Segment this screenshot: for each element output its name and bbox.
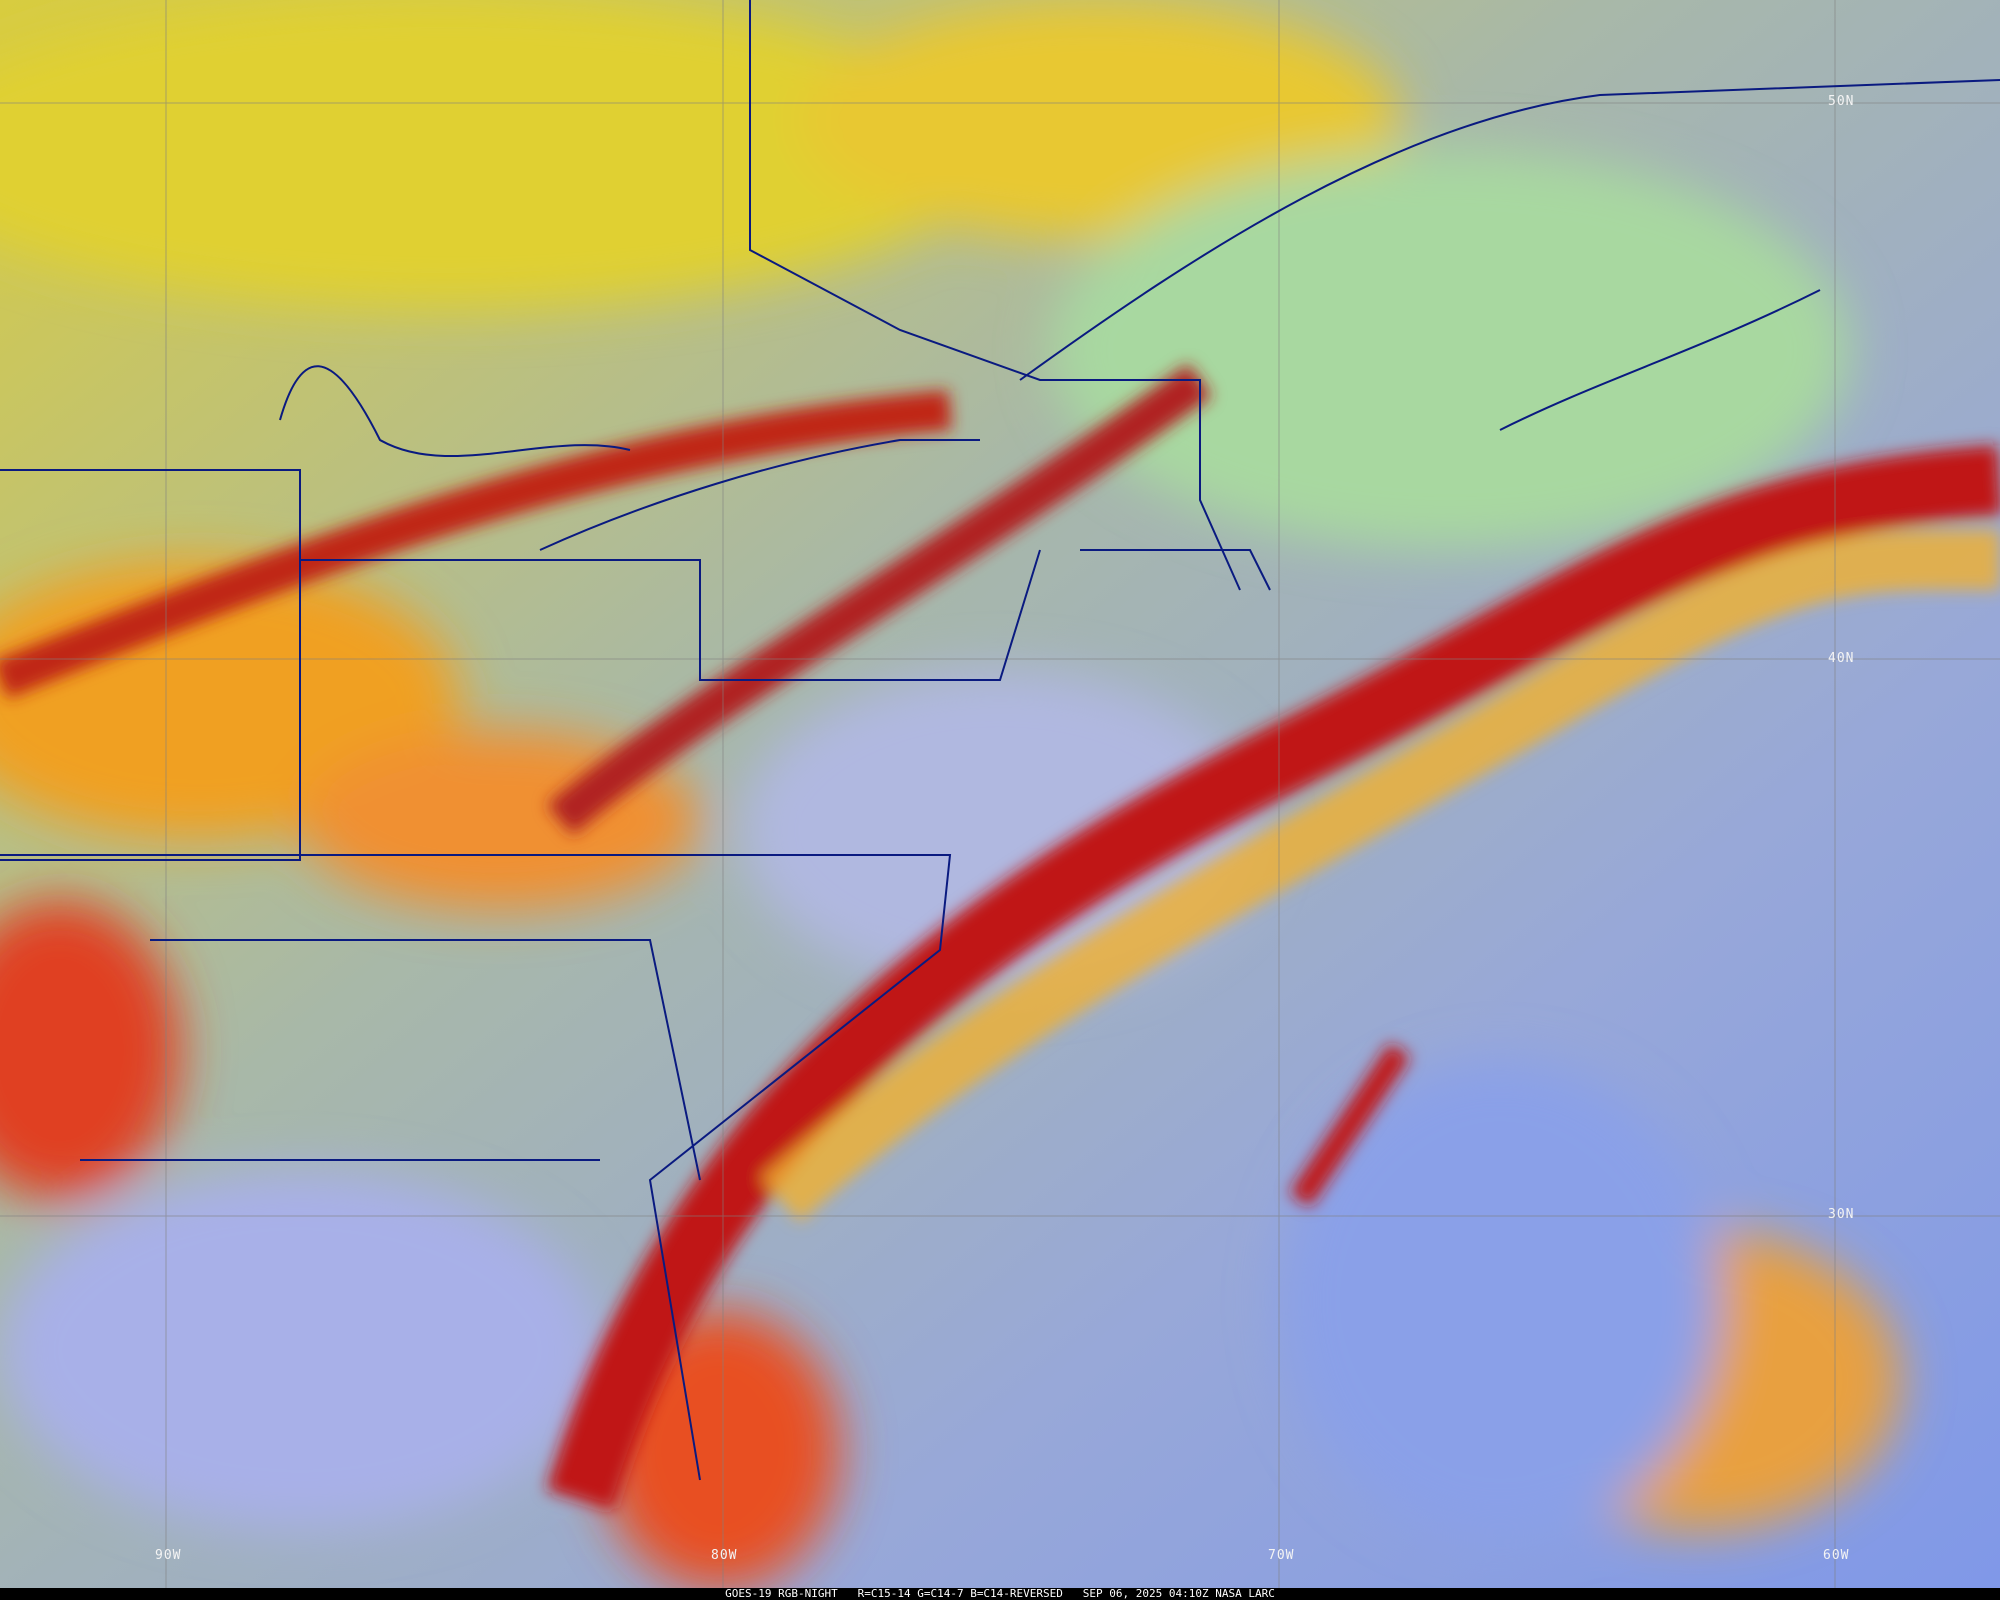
lat-label-40n: 40N: [1828, 651, 1855, 666]
lat-label-50n: 50N: [1828, 94, 1855, 109]
frontal-cloud-bands: [0, 363, 2000, 1511]
lon-label-60w: 60W: [1823, 1548, 1850, 1563]
lon-label-80w: 80W: [711, 1548, 738, 1563]
image-caption-bar: GOES-19 RGB-NIGHT R=C15-14 G=C14-7 B=C14…: [0, 1588, 2000, 1600]
lon-label-70w: 70W: [1268, 1548, 1295, 1563]
lon-label-90w: 90W: [155, 1548, 182, 1563]
lat-label-30n: 30N: [1828, 1207, 1855, 1222]
political-borders: [0, 0, 2000, 1481]
